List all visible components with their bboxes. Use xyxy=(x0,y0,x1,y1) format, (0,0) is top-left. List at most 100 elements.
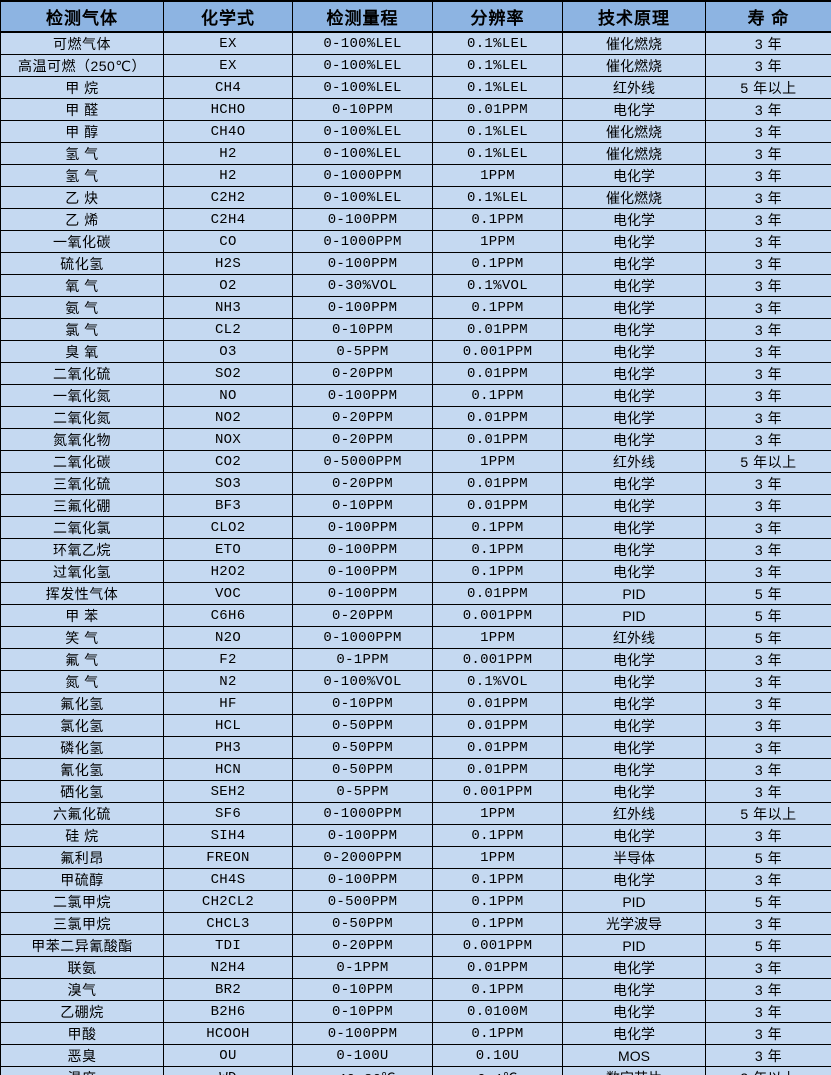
cell-res: 0.1PPM xyxy=(432,560,563,583)
cell-gas: 乙 烯 xyxy=(0,208,164,231)
cell-formula: CO2 xyxy=(163,450,293,473)
cell-gas: 乙 炔 xyxy=(0,186,164,209)
cell-res: 0.1PPM xyxy=(432,1022,563,1045)
table-row: 氟 气 F2 0-1PPM 0.001PPM 电化学 3 年 xyxy=(0,648,831,671)
cell-life: 3 年 xyxy=(705,714,831,737)
cell-range: 0-100PPM xyxy=(292,516,433,539)
cell-formula: CHCL3 xyxy=(163,912,293,935)
cell-formula: HCL xyxy=(163,714,293,737)
cell-tech: 电化学 xyxy=(562,362,706,385)
cell-life: 3 年 xyxy=(705,54,831,77)
cell-formula: BR2 xyxy=(163,978,293,1001)
cell-formula: EX xyxy=(163,31,293,55)
cell-tech: 电化学 xyxy=(562,516,706,539)
cell-life: 5 年 xyxy=(705,890,831,913)
cell-life: 3 年 xyxy=(705,274,831,297)
cell-res: 0.01PPM xyxy=(432,758,563,781)
cell-gas: 甲 醛 xyxy=(0,98,164,121)
cell-tech: 电化学 xyxy=(562,494,706,517)
cell-res: 0.01PPM xyxy=(432,406,563,429)
cell-tech: 电化学 xyxy=(562,274,706,297)
table-row: 甲 苯 C6H6 0-20PPM 0.001PPM PID 5 年 xyxy=(0,604,831,627)
cell-res: 0.1PPM xyxy=(432,538,563,561)
cell-range: -40-80℃ xyxy=(292,1066,433,1075)
cell-formula: H2S xyxy=(163,252,293,275)
cell-range: 0-100%LEL xyxy=(292,120,433,143)
cell-tech: 红外线 xyxy=(562,802,706,825)
cell-life: 3 年 xyxy=(705,560,831,583)
cell-range: 0-1000PPM xyxy=(292,164,433,187)
cell-gas: 恶臭 xyxy=(0,1044,164,1067)
cell-res: 1PPM xyxy=(432,802,563,825)
cell-range: 0-2000PPM xyxy=(292,846,433,869)
cell-life: 3 年 xyxy=(705,912,831,935)
cell-life: 3 年 xyxy=(705,824,831,847)
cell-life: 3 年 xyxy=(705,1000,831,1023)
cell-tech: 红外线 xyxy=(562,450,706,473)
cell-tech: 催化燃烧 xyxy=(562,120,706,143)
table-row: 甲 烷 CH4 0-100%LEL 0.1%LEL 红外线 5 年以上 xyxy=(0,76,831,99)
cell-range: 0-20PPM xyxy=(292,362,433,385)
cell-res: 1PPM xyxy=(432,230,563,253)
cell-life: 3 年 xyxy=(705,538,831,561)
table-row: 三氯甲烷 CHCL3 0-50PPM 0.1PPM 光学波导 3 年 xyxy=(0,912,831,935)
cell-life: 3 年 xyxy=(705,956,831,979)
table-row: 磷化氢 PH3 0-50PPM 0.01PPM 电化学 3 年 xyxy=(0,736,831,759)
cell-range: 0-100%LEL xyxy=(292,31,433,55)
cell-formula: NOX xyxy=(163,428,293,451)
cell-formula: B2H6 xyxy=(163,1000,293,1023)
cell-gas: 氯化氢 xyxy=(0,714,164,737)
cell-res: 0.1%LEL xyxy=(432,76,563,99)
cell-tech: PID xyxy=(562,582,706,605)
cell-life: 5 年 xyxy=(705,626,831,649)
column-header-lifetime: 寿 命 xyxy=(705,0,831,33)
cell-res: 0.001PPM xyxy=(432,340,563,363)
cell-formula: F2 xyxy=(163,648,293,671)
cell-tech: 电化学 xyxy=(562,208,706,231)
cell-tech: 电化学 xyxy=(562,692,706,715)
cell-tech: 电化学 xyxy=(562,956,706,979)
cell-range: 0-100U xyxy=(292,1044,433,1067)
table-header: 检测气体 化学式 检测量程 分辨率 技术原理 寿 命 xyxy=(0,0,831,33)
cell-life: 3 年 xyxy=(705,142,831,165)
table-row: 笑 气 N2O 0-1000PPM 1PPM 红外线 5 年 xyxy=(0,626,831,649)
cell-formula: SO3 xyxy=(163,472,293,495)
cell-range: 0-1PPM xyxy=(292,648,433,671)
cell-gas: 高温可燃（250℃） xyxy=(0,54,164,77)
cell-gas: 氟 气 xyxy=(0,648,164,671)
cell-formula: H2O2 xyxy=(163,560,293,583)
table-row: 甲 醛 HCHO 0-10PPM 0.01PPM 电化学 3 年 xyxy=(0,98,831,121)
cell-range: 0-1000PPM xyxy=(292,802,433,825)
table-row: 氮 气 N2 0-100%VOL 0.1%VOL 电化学 3 年 xyxy=(0,670,831,693)
cell-res: 0.1PPM xyxy=(432,912,563,935)
cell-formula: CH4 xyxy=(163,76,293,99)
cell-life: 3 年 xyxy=(705,186,831,209)
table-row: 挥发性气体 VOC 0-100PPM 0.01PPM PID 5 年 xyxy=(0,582,831,605)
cell-life: 3 年 xyxy=(705,164,831,187)
cell-formula: HCN xyxy=(163,758,293,781)
cell-range: 0-100PPM xyxy=(292,208,433,231)
cell-gas: 硫化氢 xyxy=(0,252,164,275)
table-row: 臭 氧 O3 0-5PPM 0.001PPM 电化学 3 年 xyxy=(0,340,831,363)
table-row: 氢 气 H2 0-1000PPM 1PPM 电化学 3 年 xyxy=(0,164,831,187)
cell-formula: C6H6 xyxy=(163,604,293,627)
cell-tech: 光学波导 xyxy=(562,912,706,935)
cell-tech: 电化学 xyxy=(562,1000,706,1023)
cell-life: 3 年 xyxy=(705,736,831,759)
cell-gas: 三氟化硼 xyxy=(0,494,164,517)
cell-res: 0.001PPM xyxy=(432,780,563,803)
cell-formula: NH3 xyxy=(163,296,293,319)
cell-tech: 电化学 xyxy=(562,538,706,561)
cell-formula: CH2CL2 xyxy=(163,890,293,913)
cell-gas: 温度 xyxy=(0,1066,164,1075)
cell-gas: 氧 气 xyxy=(0,274,164,297)
cell-gas: 磷化氢 xyxy=(0,736,164,759)
cell-res: 1PPM xyxy=(432,450,563,473)
table-row: 氢 气 H2 0-100%LEL 0.1%LEL 催化燃烧 3 年 xyxy=(0,142,831,165)
cell-res: 0.1%LEL xyxy=(432,142,563,165)
cell-life: 3 年 xyxy=(705,362,831,385)
cell-tech: PID xyxy=(562,890,706,913)
cell-tech: 电化学 xyxy=(562,164,706,187)
table-row: 六氟化硫 SF6 0-1000PPM 1PPM 红外线 5 年以上 xyxy=(0,802,831,825)
